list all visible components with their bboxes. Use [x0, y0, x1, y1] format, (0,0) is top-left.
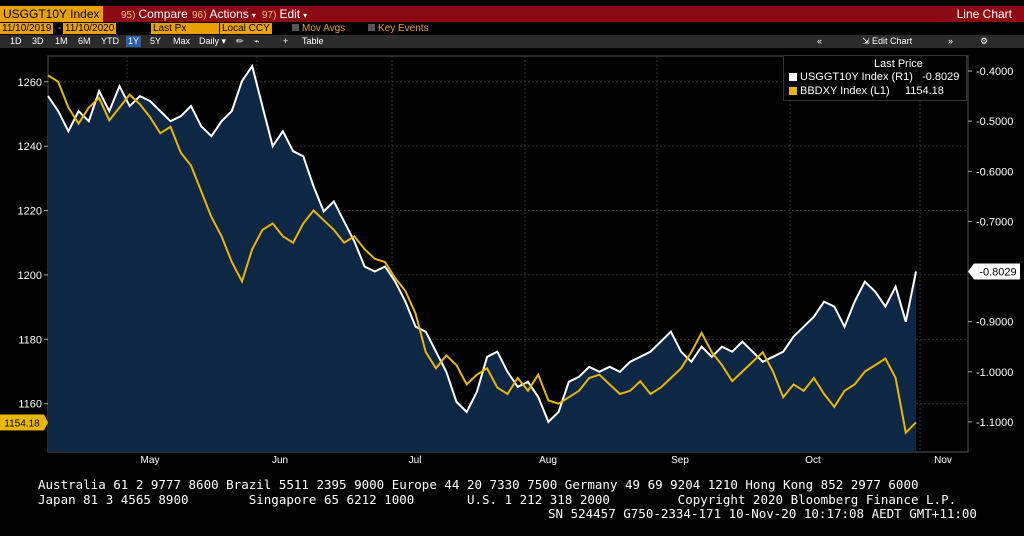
- ticker-field[interactable]: USGGT10Y Index: [0, 6, 103, 22]
- mov-avgs-label: Mov Avgs: [302, 23, 346, 34]
- checkbox-icon: [368, 24, 375, 31]
- start-date-field[interactable]: 11/10/2019: [0, 23, 54, 34]
- legend: Last Price USGGT10Y Index (R1) -0.8029 B…: [783, 55, 967, 101]
- edit-number: 97): [262, 10, 277, 21]
- x-tick-label: Nov: [934, 455, 952, 466]
- right-current-label: -0.8029: [979, 267, 1016, 279]
- x-tick-label: Jun: [272, 455, 288, 466]
- draw-tool-icon[interactable]: ⌁: [254, 36, 260, 46]
- x-tick-label: Jul: [409, 455, 422, 466]
- price-field-select[interactable]: Last Px: [151, 23, 219, 34]
- collapse-icon[interactable]: «: [817, 36, 823, 46]
- x-tick-label: May: [141, 455, 160, 466]
- range-bar: 1D 3D 1M 6M YTD 1Y 5Y Max Daily ▾ ✏ ⌁ + …: [0, 35, 1024, 48]
- actions-label: Actions: [209, 7, 249, 21]
- key-events-label: Key Events: [378, 23, 429, 34]
- left-tick-label: 1260: [18, 77, 42, 89]
- mov-avgs-toggle[interactable]: Mov Avgs: [290, 23, 347, 34]
- left-axis: 1260 1240 1220 1200 1180 1160: [18, 77, 48, 411]
- range-3d[interactable]: 3D: [32, 36, 44, 46]
- left-current-box: [0, 414, 44, 431]
- x-tick-label: Aug: [539, 455, 557, 466]
- date-separator: -: [58, 23, 62, 34]
- legend-swatch: [789, 73, 797, 82]
- actions-number: 96): [192, 10, 207, 21]
- left-tick-label: 1160: [18, 399, 42, 411]
- range-max[interactable]: Max: [173, 36, 191, 46]
- legend-axis: (L1): [870, 85, 890, 97]
- line-tool-icon[interactable]: ✏: [236, 36, 244, 46]
- range-6m[interactable]: 6M: [78, 36, 91, 46]
- line-chart: 1260 1240 1220 1200 1180 1160 -0.4000 -0.5000 -…: [0, 55, 1020, 466]
- current-value-markers: 1154.18 -0.8029: [0, 263, 1020, 431]
- dropdown-arrow-icon: ▾: [221, 36, 227, 46]
- left-tick-label: 1200: [18, 270, 42, 282]
- dropdown-arrow-icon: ▾: [303, 11, 308, 20]
- edit-chart-icon: ⇲: [862, 36, 873, 46]
- compare-button[interactable]: 95) Compare: [121, 6, 188, 22]
- legend-series-name: BBDXY Index: [800, 85, 868, 97]
- right-tick-label: -0.6000: [976, 166, 1013, 178]
- legend-row-bbdxy: BBDXY Index (L1) 1154.18: [789, 85, 944, 97]
- settings-bar: 11/10/2019 - 11/10/2020 Last Px Local CC…: [0, 22, 1024, 35]
- range-ytd[interactable]: YTD: [101, 36, 119, 46]
- range-5y[interactable]: 5Y: [150, 36, 162, 46]
- legend-swatch: [789, 87, 797, 96]
- right-tick-label: -0.5000: [976, 116, 1013, 128]
- left-tick-label: 1240: [18, 141, 42, 153]
- footer-line-2: Japan 81 3 4565 8900 Singapore 65 6212 1…: [38, 492, 957, 507]
- table-button[interactable]: Table: [302, 36, 324, 46]
- bbdxy-line: [47, 74, 917, 435]
- currency-select[interactable]: Local CCY: [220, 23, 272, 34]
- dropdown-arrow-icon: ▾: [251, 11, 256, 20]
- edit-button[interactable]: 97) Edit ▾: [262, 6, 307, 22]
- range-1d[interactable]: 1D: [10, 36, 22, 46]
- range-1m[interactable]: 1M: [55, 36, 68, 46]
- edit-chart-label: Edit Chart: [872, 36, 913, 46]
- end-date-field[interactable]: 11/10/2020: [63, 23, 117, 34]
- edit-chart-button[interactable]: ⇲ Edit Chart: [860, 36, 914, 47]
- x-axis: MayJunJulAugSepOctNov2020: [141, 455, 952, 466]
- footer-line-1: Australia 61 2 9777 8600 Brazil 5511 239…: [38, 477, 919, 492]
- expand-icon[interactable]: »: [948, 36, 954, 46]
- usggt10y-area: [48, 66, 916, 452]
- right-axis: -0.4000-0.5000-0.6000-0.7000-0.8000-0.90…: [968, 66, 1013, 429]
- right-tick-label: -1.0000: [976, 367, 1013, 379]
- left-tick-label: 1220: [18, 206, 42, 218]
- right-tick-label: -0.4000: [976, 66, 1013, 78]
- left-current-label: 1154.18: [4, 418, 40, 429]
- left-current-pointer: [44, 414, 48, 431]
- legend-axis: (R1): [891, 71, 913, 83]
- title-bar: USGGT10Y Index 95) Compare 96) Actions ▾ 97…: [0, 6, 1024, 22]
- usggt10y-line: [47, 63, 917, 424]
- actions-button[interactable]: 96) Actions ▾: [192, 6, 256, 22]
- frequency-label: Daily: [199, 36, 220, 46]
- x-tick-label: Sep: [671, 455, 689, 466]
- checkbox-icon: [292, 24, 299, 31]
- settings-gear-icon[interactable]: ⚙: [980, 36, 989, 46]
- x-tick-label: Oct: [805, 455, 821, 466]
- frequency-select[interactable]: Daily ▾: [197, 36, 228, 47]
- footer-line-3: SN 524457 G750-2334-171 10-Nov-20 10:17:…: [548, 506, 977, 521]
- legend-value: 1154.18: [904, 85, 944, 97]
- chart-type-label: Line Chart: [956, 7, 1012, 21]
- edit-label: Edit: [279, 7, 301, 21]
- right-tick-label: -0.9000: [976, 317, 1013, 329]
- compare-label: Compare: [138, 7, 188, 21]
- right-tick-label: -0.7000: [976, 216, 1013, 228]
- right-tick-label: -1.1000: [976, 417, 1013, 429]
- legend-value: -0.8029: [922, 71, 960, 83]
- legend-row-usggt10y: USGGT10Y Index (R1) -0.8029: [789, 71, 959, 83]
- left-tick-label: 1180: [18, 334, 42, 346]
- key-events-toggle[interactable]: Key Events: [366, 23, 431, 34]
- right-current-box: [968, 263, 1020, 280]
- compare-number: 95): [121, 10, 136, 21]
- legend-title: Last Price: [874, 58, 923, 70]
- add-icon[interactable]: +: [283, 36, 289, 46]
- range-1y[interactable]: 1Y: [126, 36, 142, 47]
- legend-series-name: USGGT10Y Index: [800, 71, 889, 83]
